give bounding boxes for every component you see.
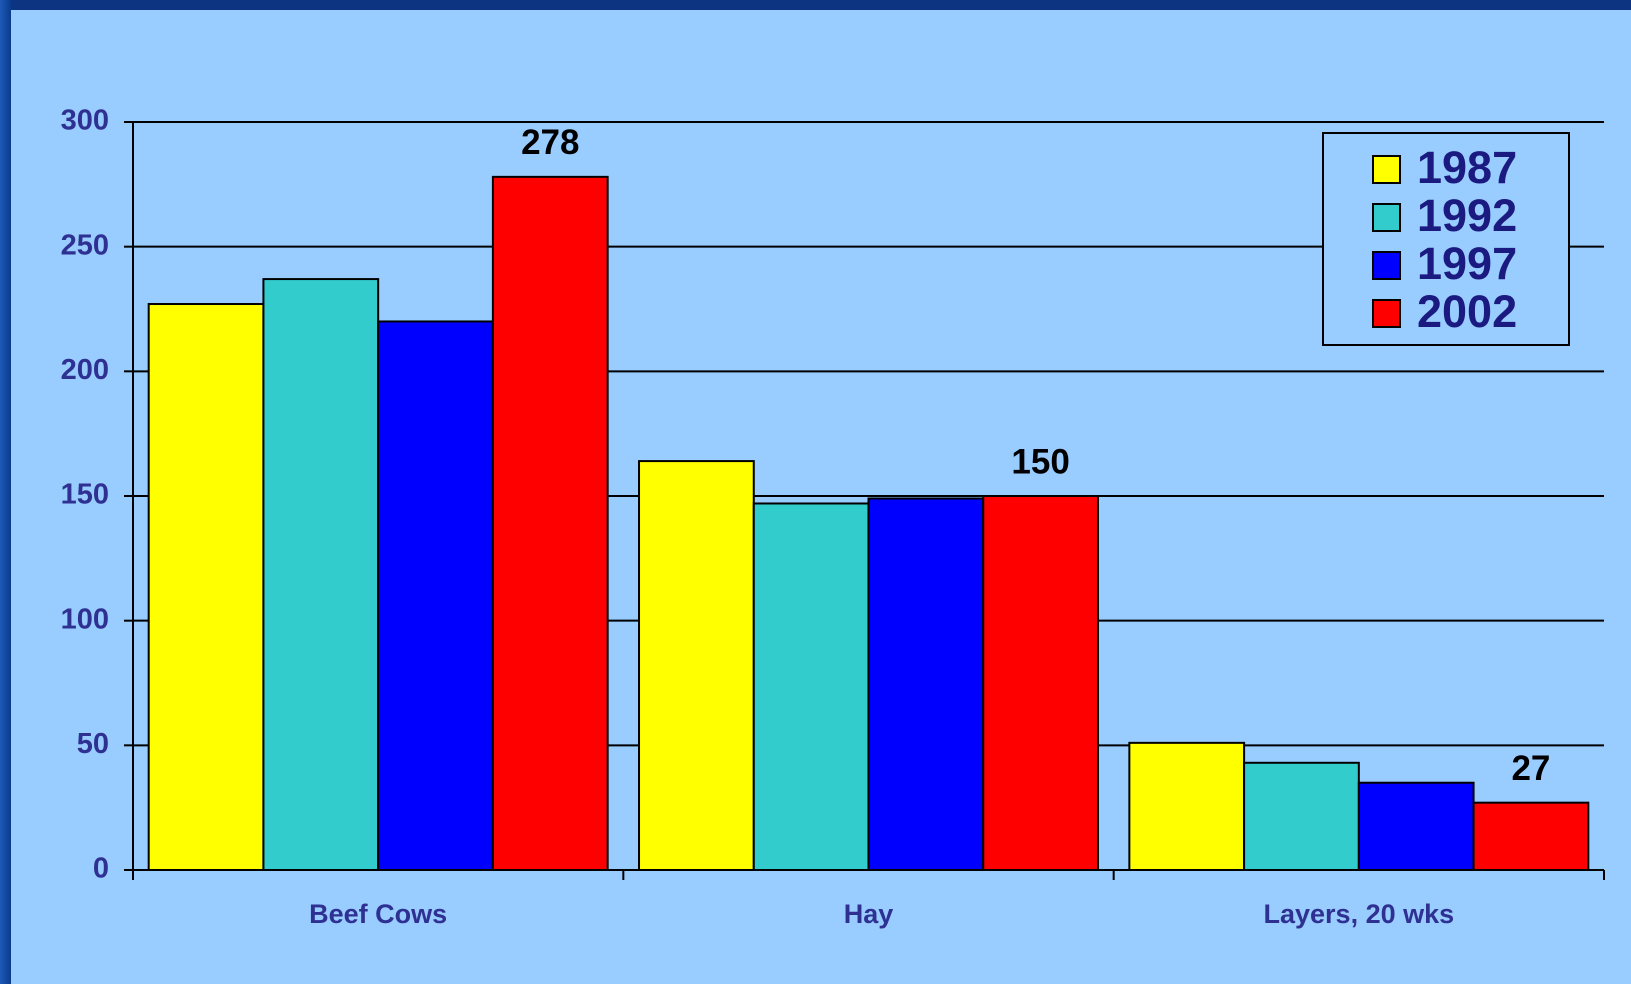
bar <box>262 278 380 871</box>
legend-swatch <box>1372 203 1401 232</box>
y-tick-label: 0 <box>93 853 109 885</box>
bar <box>1243 761 1360 872</box>
legend-label: 1987 <box>1417 142 1517 193</box>
bar <box>1357 781 1475 872</box>
bar <box>1128 741 1246 872</box>
left-frame <box>0 0 11 984</box>
bar <box>638 460 755 871</box>
bar <box>982 495 1099 871</box>
bar <box>147 303 265 872</box>
y-tick-label: 50 <box>77 728 109 760</box>
legend-label: 1997 <box>1417 238 1517 289</box>
data-label: 150 <box>1011 442 1069 481</box>
legend-label: 1992 <box>1417 190 1517 241</box>
data-label: 27 <box>1511 749 1550 788</box>
y-tick-label: 250 <box>61 229 109 261</box>
y-tick-label: 300 <box>61 105 109 137</box>
y-tick-label: 200 <box>61 354 109 386</box>
x-tick-label: Hay <box>844 899 894 929</box>
legend-label: 2002 <box>1417 286 1517 337</box>
legend-swatch <box>1372 299 1401 328</box>
x-tick-label: Layers, 20 wks <box>1264 899 1455 929</box>
bar <box>867 497 985 871</box>
legend-swatch <box>1372 155 1401 184</box>
x-tick-label: Beef Cows <box>309 899 447 929</box>
data-label: 278 <box>521 123 579 162</box>
bar <box>752 502 870 871</box>
plot: 0 50 100 150 200 250 300 Beef Cows 278 Hay 150 Laye… <box>61 105 1605 929</box>
y-tick-label: 150 <box>61 479 109 511</box>
y-tick-label: 100 <box>61 603 109 635</box>
bar <box>377 320 494 871</box>
bar <box>1472 801 1590 871</box>
legend-swatch <box>1372 251 1401 280</box>
bar <box>491 175 609 871</box>
legend-box <box>1322 132 1570 346</box>
top-frame <box>0 0 1631 10</box>
